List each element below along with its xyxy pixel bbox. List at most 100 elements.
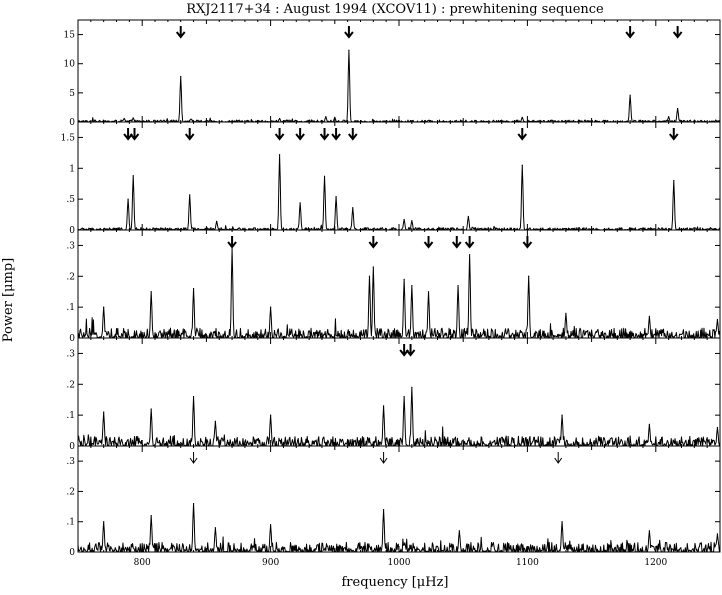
arrow-marker (123, 128, 133, 141)
peak-point (716, 533, 719, 535)
panel-frame (77, 19, 721, 123)
peak-point (716, 318, 719, 321)
y-tick-label: 1.5 (61, 133, 76, 143)
peak-point (521, 116, 523, 118)
y-tick-label: .2 (66, 380, 75, 390)
peak-point (521, 164, 523, 166)
y-tick-label: .2 (66, 487, 75, 497)
peak-point (648, 423, 650, 425)
peak-point (325, 116, 327, 118)
y-tick-label: .3 (66, 457, 75, 467)
peak-point (348, 49, 350, 51)
y-tick-label: 0 (69, 548, 75, 558)
peak-point (127, 198, 129, 200)
y-tick-label: 5 (69, 89, 75, 99)
peak-point (561, 414, 563, 416)
peak-point (270, 306, 272, 308)
arrow-marker (405, 344, 416, 357)
peak-point (411, 220, 413, 222)
arrow-marker (319, 128, 330, 141)
spectrum-panel-3: 0 .1 .2 .3 (66, 229, 721, 344)
peak-point (648, 315, 650, 317)
arrow-marker (517, 128, 528, 141)
peak-point (192, 288, 195, 290)
spectrum-trace (77, 49, 721, 123)
peak-point (411, 284, 413, 287)
y-tick-label: .2 (66, 272, 75, 282)
arrow-marker (464, 236, 475, 249)
peak-point (323, 175, 326, 177)
arrow-marker (295, 128, 305, 141)
spectrum-trace (77, 386, 721, 447)
peak-point (150, 515, 152, 517)
spectrum-trace (77, 248, 721, 339)
arrow-marker (522, 236, 533, 249)
peak-point (467, 215, 469, 218)
peak-point (677, 107, 679, 110)
spectrum-trace (77, 154, 721, 231)
spectrum-panel-1: 0 5 10 15 (64, 19, 721, 128)
peak-point (216, 220, 218, 222)
arrow-marker (668, 128, 679, 141)
spectrum-panel-2: 0 .5 1 1.5 (61, 121, 721, 236)
arrow-marker (227, 236, 237, 249)
x-tick-label: 1000 (388, 558, 411, 568)
peak-point (278, 117, 281, 120)
y-tick-label: .1 (66, 411, 75, 421)
peak-point (368, 275, 371, 277)
arrow-marker (451, 236, 462, 249)
peak-point (457, 284, 459, 287)
peak-point (103, 521, 105, 523)
peak-point (270, 524, 272, 526)
peak-point (150, 291, 152, 293)
x-tick-label: 1100 (516, 558, 539, 568)
panel-frame (77, 121, 721, 231)
peak-point (192, 396, 195, 398)
peak-point (673, 180, 675, 182)
panels: 0 5 10 15 0 .5 1 1.5 0 .1 .2 .3 0 .1 .2 .3 0 .1 .2 .3 800 900… (61, 19, 721, 568)
peak-point (150, 408, 152, 410)
arrow-marker (347, 128, 358, 141)
panel-frame (77, 229, 721, 339)
spectrum-trace (77, 503, 721, 553)
peak-point (352, 207, 354, 209)
x-axis-label: frequency [μHz] (341, 575, 448, 590)
arrow-marker (344, 26, 354, 39)
y-tick-label: 0 (69, 118, 75, 128)
x-tick-label: 800 (134, 558, 151, 568)
peak-point (629, 94, 631, 96)
peak-point (270, 414, 272, 416)
peak-point (648, 530, 650, 532)
peak-point (103, 411, 105, 413)
peak-point (403, 396, 405, 398)
arrow-marker (331, 128, 341, 141)
peak-point (469, 254, 471, 256)
y-tick-label: 0 (69, 334, 75, 344)
peak-point (189, 194, 191, 196)
arrow-marker (274, 128, 285, 141)
peak-point (180, 75, 182, 78)
x-tick-label: 1200 (644, 558, 667, 568)
peak-point (565, 312, 567, 314)
y-tick-label: .1 (66, 518, 75, 528)
arrow-marker (379, 452, 388, 464)
peak-point (334, 116, 336, 118)
peak-point (214, 420, 216, 422)
spectrum-panel-4: 0 .1 .2 .3 (66, 337, 721, 452)
peak-point (382, 509, 385, 511)
y-tick-label: 1 (69, 164, 75, 174)
peak-point (561, 521, 563, 523)
peak-point (716, 426, 719, 429)
y-tick-label: 0 (69, 442, 75, 452)
peak-point (411, 386, 413, 388)
y-tick-label: .5 (66, 195, 75, 205)
peak-point (132, 175, 134, 177)
panel-frame (77, 445, 721, 553)
arrow-marker (189, 452, 198, 464)
y-tick-label: .3 (66, 241, 75, 251)
peak-point (132, 117, 134, 119)
chart-title: RXJ2117+34 : August 1994 (XCOV11) : prew… (186, 2, 604, 17)
peak-point (528, 275, 530, 277)
panel-frame (77, 337, 721, 447)
